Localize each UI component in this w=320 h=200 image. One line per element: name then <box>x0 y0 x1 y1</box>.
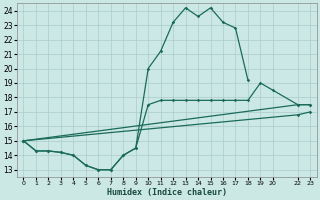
X-axis label: Humidex (Indice chaleur): Humidex (Indice chaleur) <box>107 188 227 197</box>
